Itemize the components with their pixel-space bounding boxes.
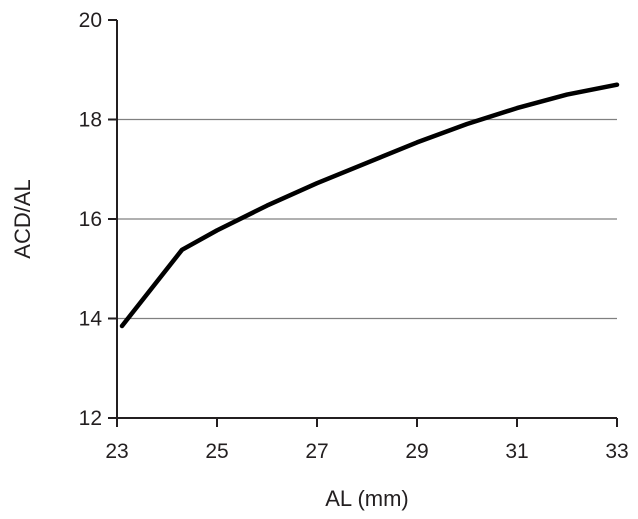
series-line: [119, 82, 620, 329]
x-axis-title: AL (mm): [325, 486, 409, 511]
axes: [108, 19, 618, 427]
x-tick-label: 25: [205, 440, 228, 463]
series-layer: [119, 82, 620, 329]
y-tick-label: 12: [79, 407, 102, 430]
y-tick-label: 14: [79, 308, 103, 331]
y-axis-title: ACD/AL: [10, 179, 35, 258]
gridlines: [117, 118, 617, 320]
x-tick-label: 31: [505, 440, 528, 463]
y-tick-label: 16: [79, 208, 102, 231]
x-tick-label: 33: [605, 440, 628, 463]
x-tick-label: 29: [405, 440, 428, 463]
y-tick-label: 20: [79, 9, 102, 32]
x-tick-label: 23: [105, 440, 128, 463]
y-tick-label: 18: [79, 109, 102, 132]
x-tick-label: 27: [305, 440, 328, 463]
tick-labels: 12 14 16 18 20 23 25 27 29 31 33: [79, 9, 629, 463]
